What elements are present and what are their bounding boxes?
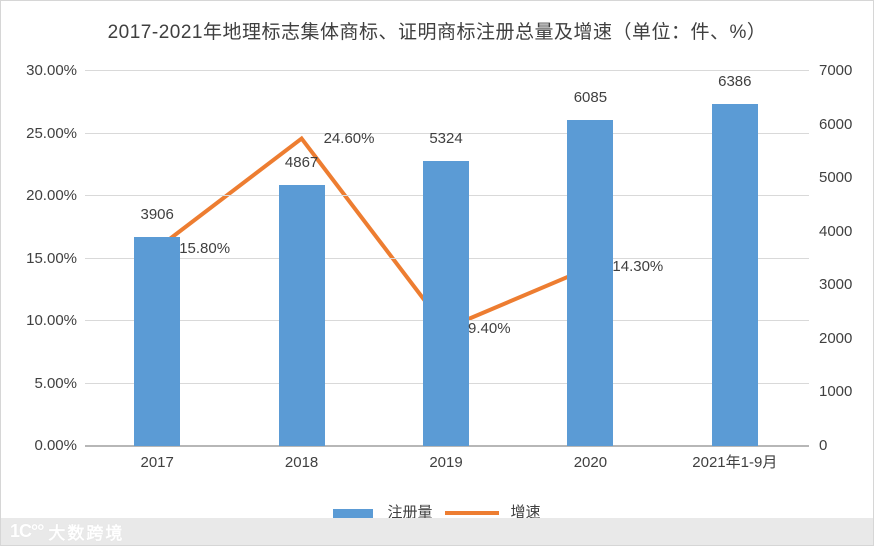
right-axis-tick-label: 7000 [819,62,853,79]
dashukuajing-logo-icon: 1C°° [10,521,44,541]
bar-value-label: 4867 [284,154,319,172]
bar-value-label: 6085 [573,89,608,107]
bar [278,185,325,446]
x-axis-line [85,445,809,447]
chart-title: 2017-2021年地理标志集体商标、证明商标注册总量及增速（单位：件、%） [107,22,767,43]
bar-value-label: 6386 [718,72,752,90]
right-axis-tick-label: 1000 [819,383,853,401]
left-axis-tick-label: 25.00% [26,124,77,142]
x-axis-category-label: 2018 [284,454,319,471]
gridline [85,132,809,134]
bar [423,160,469,446]
right-axis-tick-label: 3000 [819,276,853,294]
left-axis-tick-label: 30.00% [26,62,77,79]
left-axis-tick-label: 15.00% [26,249,77,267]
legend: 注册量 增速 [1,503,873,523]
x-axis-category-label: 2020 [573,454,608,471]
bar [567,120,614,446]
legend-bar-label: 注册量 [387,504,433,521]
right-axis-tick-label: 5000 [819,169,853,187]
legend-line-swatch [444,511,499,515]
bar-value-label: 3906 [140,205,174,223]
right-axis-tick-label: 6000 [819,115,853,133]
left-axis-tick-label: 0.00% [34,437,77,454]
line-value-label: 9.40% [468,319,511,337]
watermark: 1C°° 大数跨境 [10,519,124,544]
x-axis-category-label: 2017 [140,454,174,471]
watermark-brand: 大数跨境 [48,524,125,543]
watermark-strip: 1C°° 大数跨境 [1,518,873,545]
x-axis-category-label: 2021年1-9月 [692,454,778,471]
x-axis-category-label: 2019 [429,454,463,471]
left-axis-tick-label: 20.00% [26,187,77,204]
legend-bar-swatch [333,508,374,518]
bar [711,103,758,446]
legend-line-label: 增速 [510,504,541,521]
gridline [85,70,809,71]
bar [134,236,181,446]
left-axis-tick-label: 5.00% [34,374,77,392]
line-value-label: 24.60% [323,129,375,147]
line-value-label: 15.80% [179,239,231,257]
right-axis-tick-label: 2000 [819,329,853,347]
line-value-label: 14.30% [612,258,664,276]
right-axis-tick-label: 0 [819,437,828,454]
bar-value-label: 5324 [429,129,463,147]
left-axis-tick-label: 10.00% [26,312,77,329]
right-axis-tick-label: 4000 [819,222,853,240]
